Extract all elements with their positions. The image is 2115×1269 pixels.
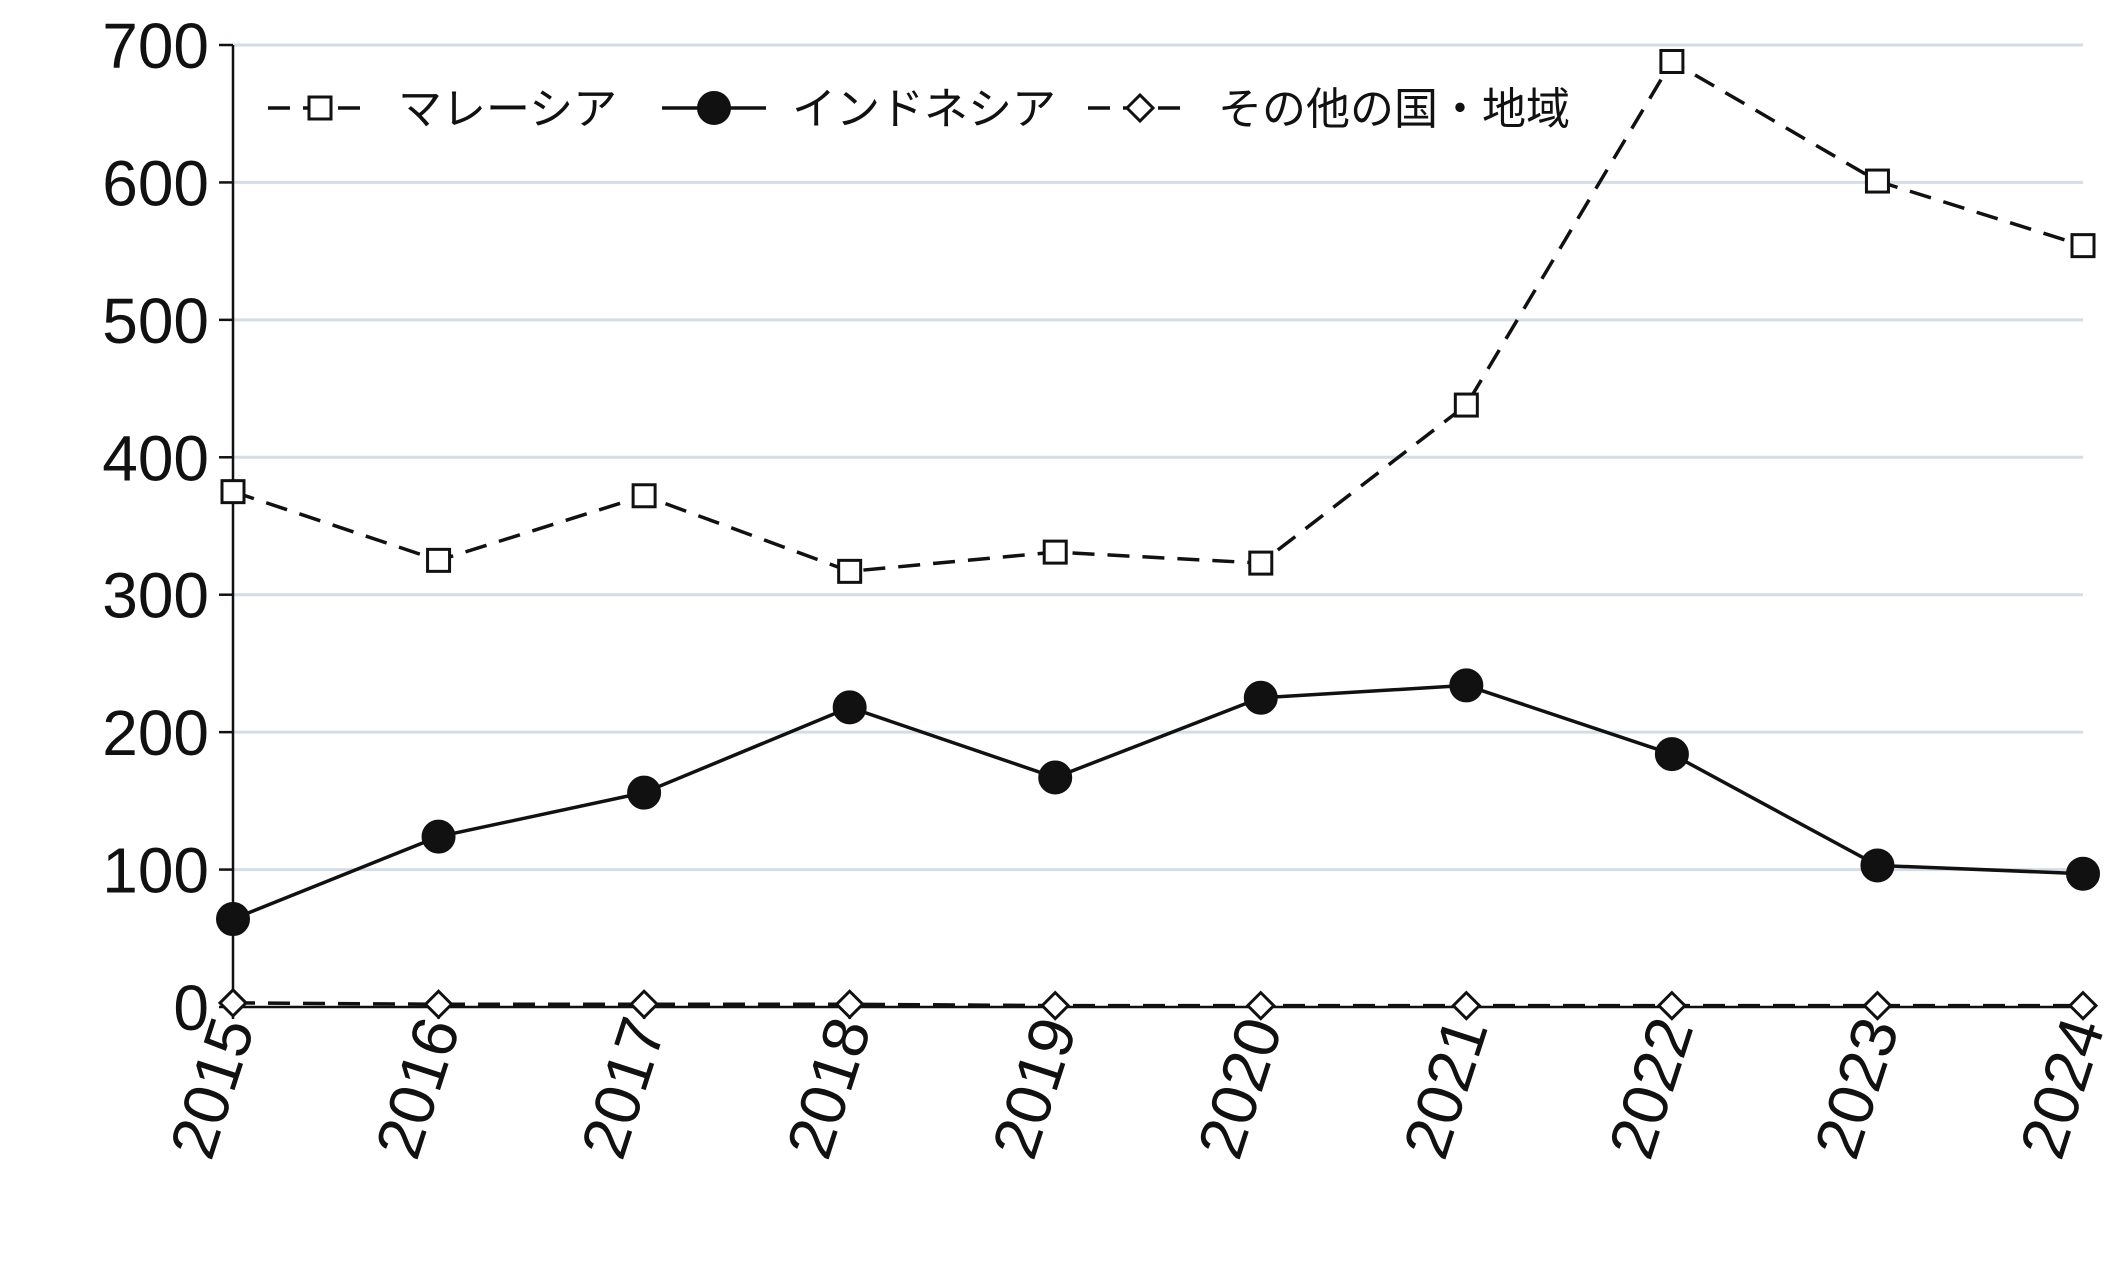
y-tick-label: 200 (102, 697, 209, 769)
y-tick-label: 300 (102, 560, 209, 632)
legend-circle-marker (697, 91, 731, 125)
y-tick-label: 400 (102, 422, 209, 494)
data-point-circle-marker (216, 902, 250, 937)
data-point-diamond-marker (1040, 990, 1071, 1021)
x-tick-label: 2017 (567, 1009, 679, 1167)
x-tick-label: 2022 (1595, 1009, 1707, 1167)
series-1 (216, 668, 2100, 937)
data-point-circle-marker (1654, 737, 1689, 772)
data-point-diamond-marker (1245, 990, 1276, 1021)
legend-diamond-marker (1124, 92, 1156, 124)
data-point-diamond-marker (1451, 990, 1482, 1021)
data-point-diamond-marker (423, 989, 454, 1020)
x-tick-label: 2019 (978, 1009, 1090, 1167)
data-point-square-marker (220, 479, 246, 505)
data-point-diamond-marker (1656, 990, 1688, 1021)
data-point-square-marker (1248, 550, 1274, 576)
series-line (232, 59, 2084, 574)
data-point-square-marker (1453, 392, 1479, 418)
data-point-diamond-marker (834, 989, 865, 1020)
legend: マレーシア インドネシア その他の国・地域 (268, 84, 1570, 135)
y-tick-label: 500 (102, 285, 209, 357)
data-point-circle-marker (1243, 680, 1278, 715)
data-point-square-marker (1042, 539, 1068, 565)
data-point-diamond-marker (217, 987, 249, 1018)
data-point-square-marker (1864, 168, 1890, 194)
data-point-square-marker (1659, 48, 1685, 74)
data-point-circle-marker (2066, 856, 2100, 891)
data-point-circle-marker (421, 819, 456, 854)
x-tick-label: 2016 (361, 1009, 473, 1167)
legend-label: その他の国・地域 (1218, 84, 1570, 135)
data-point-circle-marker (627, 775, 662, 810)
data-point-circle-marker (1038, 760, 1073, 795)
series-2 (217, 987, 2099, 1021)
x-tick-label: 2024 (2006, 1009, 2115, 1167)
x-tick-label: 2023 (1800, 1009, 1912, 1167)
data-point-circle-marker (832, 690, 867, 725)
gridlines (233, 43, 2083, 872)
legend-label: マレーシア (398, 84, 617, 135)
x-tick-label: 2020 (1184, 1009, 1296, 1167)
x-tick-label: 2021 (1389, 1009, 1501, 1167)
legend-item: インドネシア (662, 84, 1056, 135)
data-point-diamond-marker (1862, 990, 1893, 1021)
y-tick-label: 600 (102, 147, 209, 219)
legend-item: その他の国・地域 (1088, 84, 1570, 135)
data-point-diamond-marker (628, 989, 660, 1020)
y-tick-label: 100 (102, 835, 209, 907)
series-line (232, 1001, 2083, 1008)
data-point-circle-marker (1860, 848, 1895, 883)
data-point-square-marker (2070, 233, 2096, 259)
series-group (216, 48, 2100, 1021)
data-point-square-marker (426, 547, 452, 573)
legend-square-marker (307, 95, 333, 121)
x-tick-label: 2018 (773, 1009, 885, 1167)
legend-item: マレーシア (268, 84, 617, 135)
data-point-circle-marker (1449, 668, 1484, 703)
y-tick-label: 0 (173, 972, 209, 1044)
series-line (232, 683, 2084, 921)
y-tick-label: 700 (102, 10, 209, 82)
series-0 (220, 48, 2096, 584)
data-point-square-marker (631, 483, 657, 509)
legend-label: インドネシア (792, 84, 1056, 135)
data-point-diamond-marker (2067, 990, 2099, 1021)
data-point-square-marker (837, 558, 863, 584)
